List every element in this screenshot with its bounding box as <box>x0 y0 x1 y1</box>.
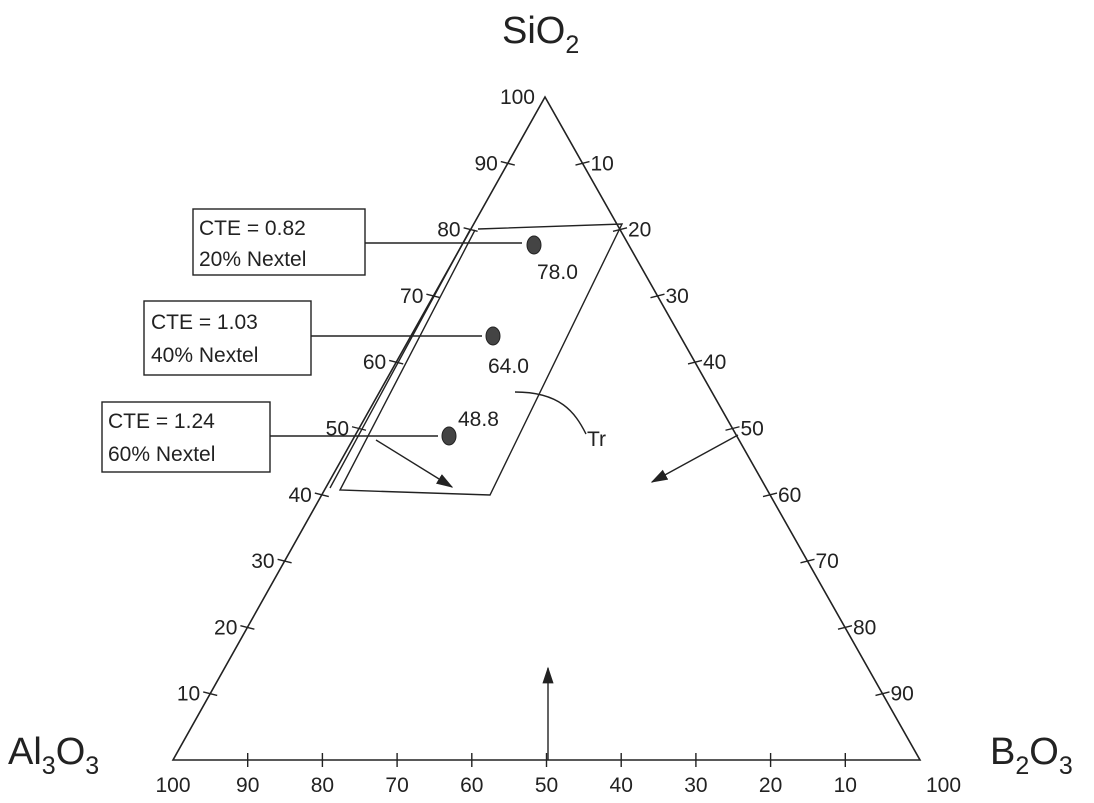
region-outer-outline <box>338 223 624 496</box>
right-edge-tick <box>800 558 815 564</box>
vertex-label-sio2: SiO2 <box>502 10 579 59</box>
left-edge-tick-label: 100 <box>500 86 535 109</box>
tick-labels: 10 20 30 40 50 60 70 80 90 100 10 20 30 40 50 60 70 80 90 1… <box>155 86 961 797</box>
right-edge-tick-label: 80 <box>853 616 876 639</box>
callout-1-cte: CTE = 0.82 <box>199 217 306 240</box>
right-edge-tick-label: 30 <box>666 285 689 308</box>
right-edge-tick-label: 70 <box>816 550 839 573</box>
callout-box-2 <box>143 300 312 376</box>
vertex-label-al3o3: Al3O3 <box>8 731 99 780</box>
right-edge-tick-label: 100 <box>926 774 961 797</box>
left-edge-tick-label: 30 <box>251 550 274 573</box>
data-point-3 <box>441 426 457 446</box>
callout-box-1 <box>192 208 366 276</box>
right-edge-tick <box>837 624 853 630</box>
left-edge-tick <box>426 293 441 299</box>
right-edge-tick <box>875 691 890 697</box>
tick-marks <box>203 160 890 767</box>
left-edge-tick-label: 70 <box>400 285 423 308</box>
bottom-edge-tick-label: 70 <box>385 774 408 797</box>
right-edge-tick-label: 90 <box>891 683 914 706</box>
left-edge-tick-label: 90 <box>474 152 497 175</box>
right-edge-tick <box>725 426 740 431</box>
left-edge-tick <box>389 359 404 365</box>
right-edge-tick-label: 40 <box>703 351 726 374</box>
left-edge-tick <box>240 624 255 630</box>
right-edge-tick <box>650 293 665 299</box>
callout-2-nextel: 40% Nextel <box>151 344 258 367</box>
bottom-edge-tick-label: 90 <box>236 774 259 797</box>
data-point-2-label: 64.0 <box>488 355 529 378</box>
bottom-edge-tick-label: 100 <box>155 774 190 797</box>
bottom-edge-tick-label: 50 <box>535 774 558 797</box>
region-inner-line <box>329 229 471 489</box>
callout-2-cte: CTE = 1.03 <box>151 311 258 334</box>
ternary-triangle <box>171 95 922 761</box>
bottom-edge-tick-label: 10 <box>834 774 857 797</box>
left-edge-tick <box>314 492 329 498</box>
left-edge-tick <box>277 558 292 564</box>
bottom-edge-tick-label: 40 <box>610 774 633 797</box>
region-label-leader <box>514 391 587 435</box>
right-edge-tick <box>575 160 590 166</box>
region-label-tr: Tr <box>587 428 606 451</box>
right-edge-tick-label: 60 <box>778 484 801 507</box>
left-edge-tick-label: 20 <box>214 616 237 639</box>
callout-3-cte: CTE = 1.24 <box>108 410 215 433</box>
callout-3-nextel: 60% Nextel <box>108 443 215 466</box>
callout-1-nextel: 20% Nextel <box>199 248 306 271</box>
left-edge-tick-label: 60 <box>363 351 386 374</box>
bottom-edge-tick-label: 60 <box>460 774 483 797</box>
bottom-edge-tick-label: 80 <box>311 774 334 797</box>
callout-box-3 <box>101 401 271 473</box>
left-edge-tick-label: 40 <box>288 484 311 507</box>
left-edge-tick-label: 80 <box>437 219 460 242</box>
data-point-1-label: 78.0 <box>537 261 578 284</box>
data-point-3-label: 48.8 <box>458 408 499 431</box>
left-edge-tick <box>351 426 367 431</box>
bottom-edge-tick-label: 20 <box>759 774 782 797</box>
data-point-1 <box>526 235 542 255</box>
right-edge-tick-label: 50 <box>741 418 764 441</box>
left-edge-tick <box>500 160 515 166</box>
arrow-b2o3-direction <box>650 434 739 483</box>
left-edge-tick <box>203 691 218 697</box>
right-edge-tick <box>687 359 703 365</box>
left-edge-tick-label: 50 <box>326 418 349 441</box>
left-edge-tick-label: 10 <box>177 683 200 706</box>
right-edge-tick-label: 20 <box>628 219 651 242</box>
data-point-2 <box>485 326 501 346</box>
right-edge-tick <box>762 492 778 498</box>
bottom-edge-tick-label: 30 <box>684 774 707 797</box>
vertex-label-b2o3: B2O3 <box>990 731 1073 780</box>
arrow-sio2-direction <box>375 439 454 488</box>
right-edge-tick-label: 10 <box>591 152 614 175</box>
